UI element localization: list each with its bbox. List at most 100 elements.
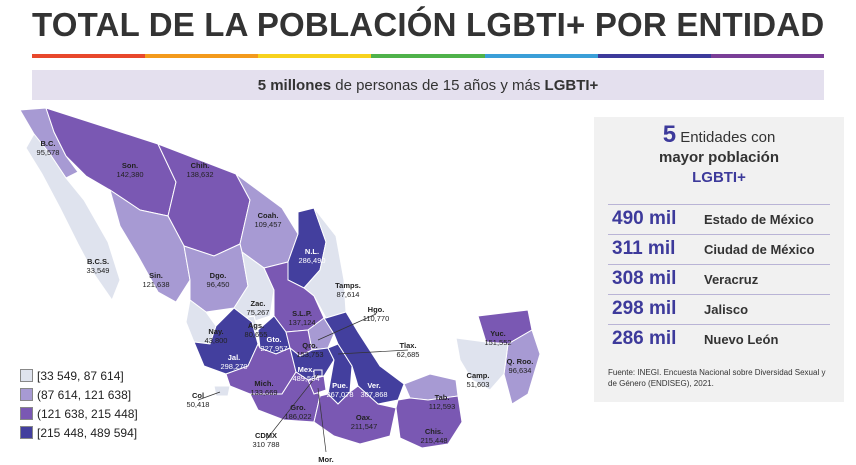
ranking-state: Veracruz [704, 271, 759, 287]
ranking-row: 298 mil Jalisco [608, 294, 830, 323]
state-label: Pue. 267,078 [326, 381, 354, 399]
panel-line3: LGBTI+ [692, 169, 746, 186]
source-note: Fuente: INEGI. Encuesta Nacional sobre D… [608, 368, 826, 388]
state-name: Mich. [254, 379, 274, 388]
state-name: Chih. [190, 161, 210, 170]
subtitle-highlight: 5 millones [257, 77, 332, 94]
state-label: Mor. [318, 455, 334, 465]
legend-swatch [20, 369, 33, 382]
state-shape-tamps [303, 207, 347, 319]
ranking-value: 286 mil [612, 328, 677, 349]
state-value: 112,593 [428, 401, 456, 411]
state-name: B.C. [40, 139, 56, 148]
ranking-value: 308 mil [612, 268, 677, 289]
state-label: B.C.S. 33,549 [86, 257, 110, 275]
state-value: 133,669 [250, 387, 278, 397]
legend-label: (87 614, 121 638] [37, 387, 132, 402]
leader-line [317, 387, 327, 453]
state-label: Ver. 307,868 [360, 381, 387, 399]
state-name: Ver. [367, 381, 381, 390]
state-name: Gro. [290, 403, 306, 412]
state-value: 109,457 [254, 219, 282, 229]
state-name: Nay. [208, 327, 224, 336]
state-name: Coah. [257, 211, 279, 220]
state-label: Mich. 133,669 [250, 379, 278, 397]
state-value: 267,078 [326, 389, 354, 399]
state-value: 211,547 [350, 421, 378, 431]
state-name: Mor. [318, 455, 334, 464]
state-label: Ags. 80,655 [245, 321, 268, 339]
state-name: Col [191, 391, 205, 400]
state-value: 87,614 [336, 289, 360, 299]
state-shape-oax [313, 385, 397, 445]
panel-count: 5 [662, 121, 677, 148]
state-name: Yuc. [490, 329, 506, 338]
rainbow-segment [710, 54, 824, 58]
state-label: Son. 142,380 [116, 161, 144, 179]
ranking-state: Jalisco [704, 301, 749, 317]
state-name: Gto. [266, 335, 282, 344]
legend-item: [33 549, 87 614] [20, 366, 138, 385]
state-value: 310 788 [252, 439, 280, 449]
state-label: Mex. 489,594 [292, 365, 320, 383]
state-label: Gro. 186,022 [284, 403, 311, 421]
ranking-value: 490 mil [612, 208, 677, 229]
leader-line [337, 349, 409, 355]
legend-swatch [20, 388, 33, 401]
state-value: 50,418 [186, 399, 210, 409]
legend-swatch [20, 407, 33, 420]
legend-label: [215 448, 489 594] [37, 425, 138, 440]
state-value: 33,549 [86, 265, 110, 275]
state-value: 43,800 [204, 335, 228, 345]
state-label: Nay. 43,800 [204, 327, 228, 345]
state-label: Jal. 298,270 [220, 353, 247, 371]
state-name: Tab. [434, 393, 450, 402]
state-label: Qro. 153,753 [296, 341, 323, 359]
legend-label: [33 549, 87 614] [37, 368, 124, 383]
state-value: 121,638 [142, 279, 170, 289]
state-value: 137,124 [288, 317, 316, 327]
legend-item: [215 448, 489 594] [20, 423, 138, 442]
state-label: CDMX 310 788 [252, 431, 280, 449]
state-name: Tamps. [335, 281, 361, 290]
mexico-map: B.C. 95,578 Son. 142,380 Chih. 138,632 Coah. 10… [8, 104, 588, 465]
state-name: N.L. [304, 247, 320, 256]
state-label: Tlax. 62,685 [397, 341, 420, 359]
state-name: Q. Roo. [506, 357, 534, 366]
state-value: 142,380 [116, 169, 144, 179]
legend-swatch [20, 426, 33, 439]
state-shape-chis [395, 395, 463, 449]
ranking-state: Nuevo León [704, 331, 779, 347]
legend-item: (121 638, 215 448] [20, 404, 138, 423]
legend-item: (87 614, 121 638] [20, 385, 138, 404]
rainbow-segment [145, 54, 259, 58]
state-value: 75,267 [246, 307, 270, 317]
map-legend: [33 549, 87 614] (87 614, 121 638] (121 … [20, 366, 138, 442]
state-shape-bcs [25, 133, 121, 302]
rainbow-segment [484, 54, 598, 58]
state-name: Dgo. [209, 271, 227, 280]
rainbow-segment [597, 54, 711, 58]
state-value: 489,594 [292, 373, 320, 383]
ranking-row: 286 mil Nuevo León [608, 324, 830, 353]
state-name: S.L.P. [292, 309, 312, 318]
panel-line1: Entidades con [676, 129, 776, 146]
state-label: Tamps. 87,614 [335, 281, 361, 299]
state-label: Tab. 112,593 [428, 393, 456, 411]
rainbow-segment [258, 54, 372, 58]
ranking-value: 298 mil [612, 298, 677, 319]
state-value: 51,603 [466, 379, 490, 389]
subtitle-banner: 5 millones de personas de 15 años y más … [32, 70, 824, 100]
state-name: Pue. [332, 381, 348, 390]
state-name: Qro. [302, 341, 318, 350]
state-label: Zac. 75,267 [246, 299, 270, 317]
state-name: Oax. [355, 413, 373, 422]
state-value: 110,770 [362, 313, 390, 323]
state-value: 95,578 [36, 147, 60, 157]
state-name: Mex. [297, 365, 315, 374]
state-name: Chis. [424, 427, 444, 436]
state-name: Zac. [250, 299, 266, 308]
state-name: Son. [121, 161, 139, 170]
state-label: N.L. 286,490 [298, 247, 325, 265]
rainbow-divider [32, 54, 824, 58]
